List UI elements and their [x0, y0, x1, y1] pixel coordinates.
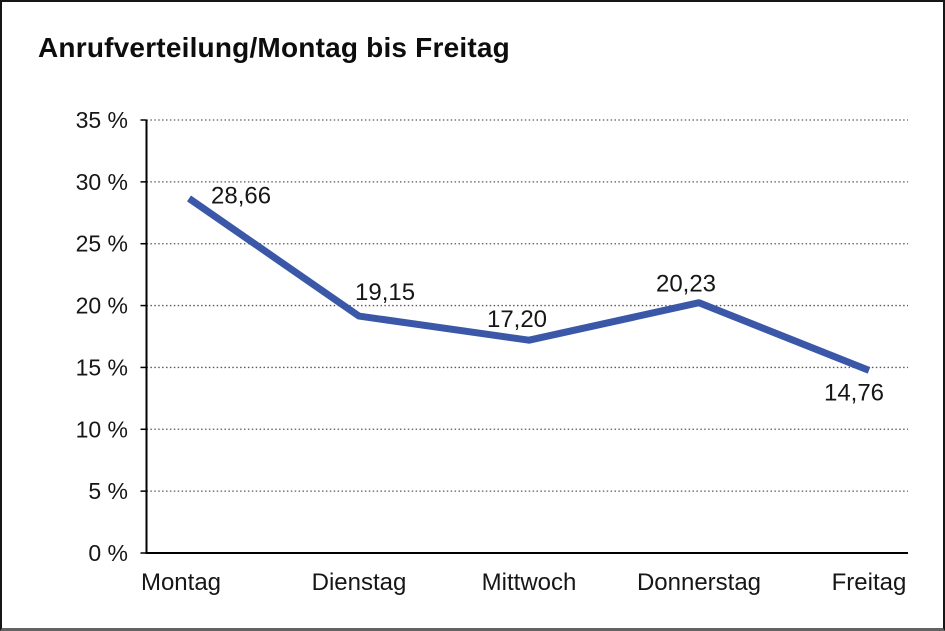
data-point-label: 14,76: [824, 379, 884, 406]
data-point-label: 17,20: [487, 306, 547, 333]
series-line: [187, 195, 871, 374]
y-tick-label: 10 %: [76, 416, 128, 442]
y-tick-label: 5 %: [88, 478, 128, 504]
y-tick-label: 30 %: [76, 169, 128, 195]
chart-title: Anrufverteilung/Montag bis Freitag: [38, 32, 510, 63]
data-point-label: 28,66: [211, 182, 271, 209]
x-category-label: Dienstag: [312, 569, 407, 596]
y-tick-label: 25 %: [76, 231, 128, 257]
data-point-label: 20,23: [656, 271, 716, 298]
x-category-label: Montag: [141, 569, 221, 596]
x-category-label: Freitag: [832, 569, 907, 596]
y-tick-label: 0 %: [88, 540, 128, 566]
x-category-label: Mittwoch: [482, 569, 577, 596]
y-tick-label: 15 %: [76, 354, 128, 380]
y-tick-label: 35 %: [76, 107, 128, 133]
data-point-label: 19,15: [355, 279, 415, 306]
x-category-label: Donnerstag: [637, 569, 761, 596]
y-tick-label: 20 %: [76, 293, 128, 319]
